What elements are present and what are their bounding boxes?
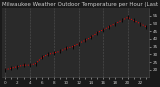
Text: Milwaukee Weather Outdoor Temperature per Hour (Last 24 Hours): Milwaukee Weather Outdoor Temperature pe… <box>2 2 160 7</box>
